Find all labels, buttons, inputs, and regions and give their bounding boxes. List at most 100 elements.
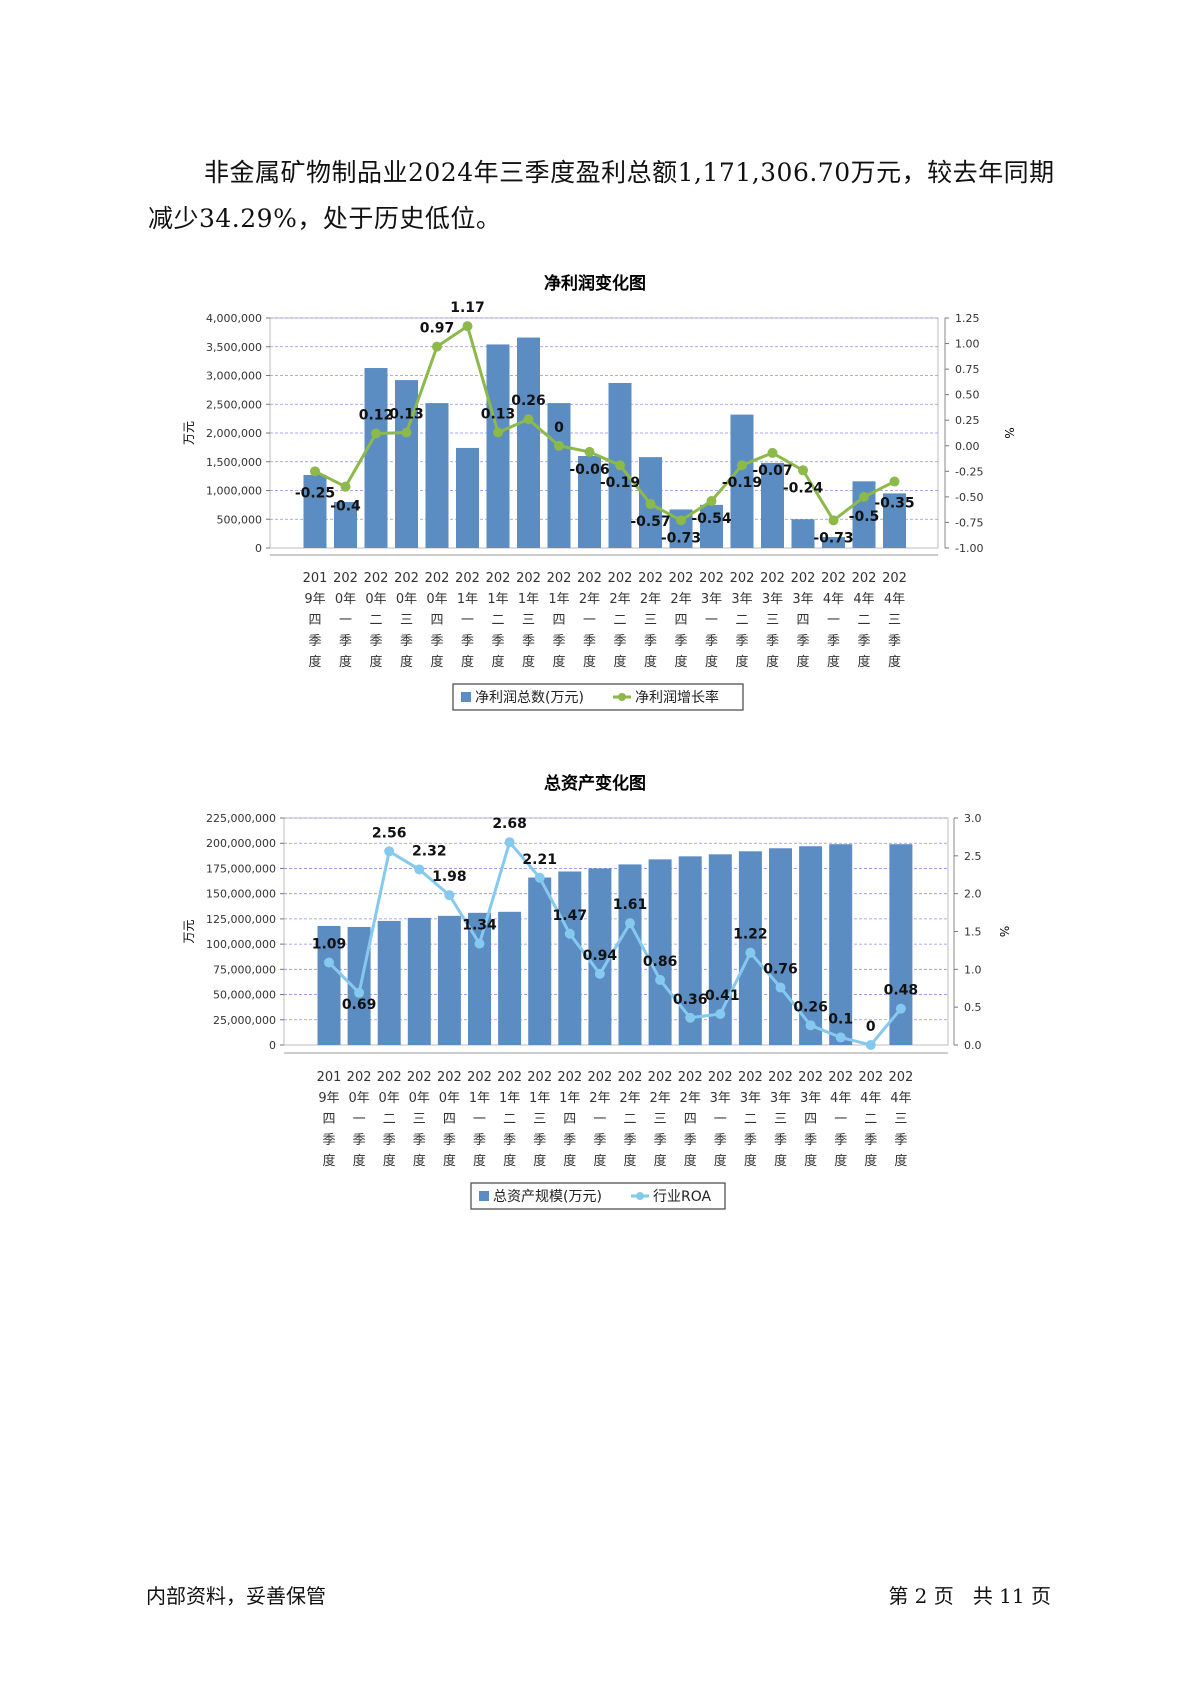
line-point (805, 1020, 816, 1031)
x-tick-label: 202 0年一季度 (333, 571, 358, 670)
data-label: -0.06 (569, 462, 609, 478)
y-right-tick-label: 1.5 (964, 926, 982, 939)
y-right-tick-label: -1.00 (955, 542, 983, 555)
legend-line-label: 净利润增长率 (635, 689, 719, 706)
bar (517, 337, 540, 548)
x-tick-label: 202 0年二季度 (364, 571, 389, 670)
x-tick-label: 202 0年三季度 (407, 1070, 432, 1169)
line-point (493, 427, 503, 438)
bar (303, 474, 327, 548)
line-point (828, 515, 839, 526)
footer-page-number: 第 2 页 共 11 页 (888, 1584, 1051, 1608)
line-point (865, 1040, 876, 1050)
x-tick-label: 202 3年二季度 (738, 1070, 763, 1169)
bar (364, 368, 388, 548)
line-point (584, 446, 595, 457)
x-tick-label: 202 2年二季度 (618, 1070, 643, 1169)
line-point (895, 1003, 906, 1014)
x-tick-label: 202 1年三季度 (527, 1070, 552, 1169)
line-point (523, 414, 534, 425)
data-label: 0.69 (342, 997, 377, 1013)
data-label: 2.21 (522, 852, 557, 868)
svg-text:2024年三季度: 202 4年三季度 (882, 571, 907, 670)
bar (395, 380, 418, 548)
y-right-tick-label: -0.25 (955, 465, 983, 478)
line-point (745, 947, 756, 958)
data-label: -0.07 (752, 463, 792, 479)
bar (799, 846, 823, 1045)
y-left-tick-label: 0 (269, 1039, 276, 1052)
y-right-tick-label: 1.25 (955, 312, 980, 325)
bar (498, 911, 522, 1045)
data-label: 1.09 (312, 937, 347, 953)
y-left-tick-label: 0 (255, 542, 262, 555)
legend-bar-label: 净利润总数(万元) (475, 690, 584, 706)
y-right-tick-label: -0.50 (955, 491, 983, 504)
x-tick-label: 202 2年二季度 (608, 571, 633, 670)
line-point (594, 968, 605, 979)
x-tick-label: 202 3年一季度 (699, 571, 724, 670)
data-label: -0.35 (874, 496, 914, 512)
data-label: 0.1 (828, 1011, 853, 1027)
bar (889, 844, 913, 1045)
line-point (655, 974, 666, 985)
y-left-tick-label: 50,000,000 (213, 989, 276, 1002)
x-tick-label: 201 9年四季度 (303, 571, 328, 670)
y-right-tick-label: 2.5 (964, 850, 982, 863)
legend: 净利润总数(万元) 净利润增长率 (452, 683, 744, 711)
bar (822, 537, 845, 548)
x-tick-label: 202 3年三季度 (760, 571, 785, 670)
y-left-tick-label: 3,500,000 (206, 341, 262, 354)
bar (708, 854, 732, 1045)
x-tick-label: 202 1年四季度 (557, 1070, 582, 1169)
y-right-tick-label: 1.0 (964, 963, 982, 976)
x-tick-label: 202 0年四季度 (425, 571, 450, 670)
data-label: 0 (554, 420, 564, 436)
data-label: -0.73 (813, 530, 853, 546)
legend-bar-swatch (479, 1191, 489, 1201)
bar (669, 509, 693, 548)
bar (468, 912, 491, 1045)
data-label: 1.34 (462, 918, 497, 934)
data-label: 0.36 (673, 992, 708, 1008)
x-tick-label: 202 2年三季度 (638, 571, 663, 670)
x-tick-label: 202 4年二季度 (858, 1070, 883, 1169)
data-label: 2.32 (412, 843, 447, 859)
y-right-tick-label: 2.0 (964, 888, 982, 901)
data-label: -0.4 (330, 499, 361, 515)
x-tick-label: 202 4年一季度 (828, 1070, 853, 1169)
line-point (371, 428, 381, 439)
y-right-tick-label: 3.0 (964, 812, 982, 825)
line-point (685, 1012, 696, 1023)
data-label: -0.73 (661, 530, 701, 546)
data-label: 0.48 (884, 983, 919, 999)
bar (852, 481, 876, 548)
y-left-axis-title: 万元 (182, 421, 196, 445)
data-label: -0.24 (783, 480, 824, 496)
line-point (645, 499, 656, 510)
line-point (715, 1008, 726, 1019)
line-point (474, 938, 485, 949)
y-left-tick-label: 75,000,000 (213, 963, 276, 976)
data-label: 1.61 (613, 897, 648, 913)
data-label: -0.5 (849, 509, 880, 525)
data-label: 2.56 (372, 825, 407, 841)
line-point (504, 837, 515, 848)
legend-bar-label: 总资产规模(万元) (493, 1189, 602, 1205)
x-tick-label: 202 1年二季度 (497, 1070, 522, 1169)
